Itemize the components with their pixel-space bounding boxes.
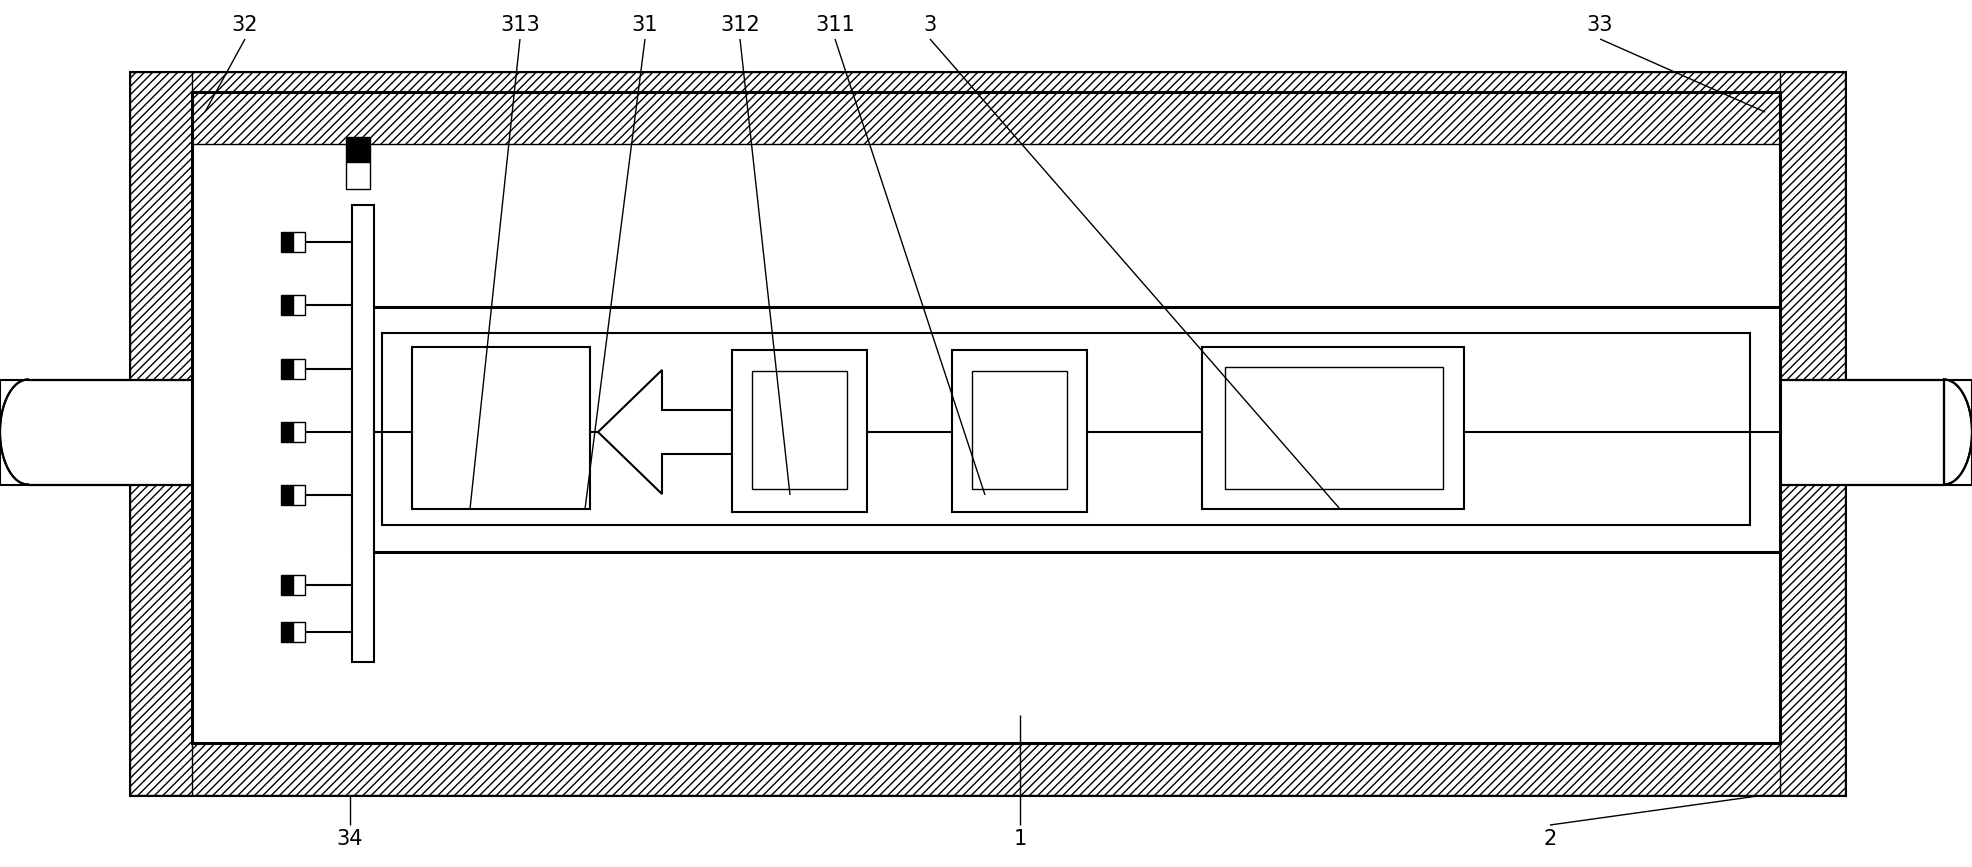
Bar	[294, 622, 306, 642]
Bar	[130, 72, 1846, 795]
Text: 34: 34	[337, 829, 363, 849]
Bar	[191, 92, 1781, 743]
Bar	[732, 350, 868, 512]
Bar	[280, 232, 294, 252]
Bar	[383, 333, 1749, 525]
Bar	[351, 307, 1781, 552]
Bar	[280, 622, 294, 642]
Bar	[280, 575, 294, 595]
Text: 3: 3	[923, 15, 937, 35]
Bar	[294, 359, 306, 379]
Bar	[751, 371, 848, 489]
Bar	[130, 72, 1846, 144]
Bar	[280, 359, 294, 379]
Text: 31: 31	[631, 15, 659, 35]
Bar	[1203, 347, 1463, 509]
Bar	[280, 485, 294, 505]
Text: 32: 32	[233, 15, 258, 35]
Bar	[0, 380, 191, 485]
Bar	[130, 72, 191, 795]
Text: 2: 2	[1544, 829, 1556, 849]
Bar	[972, 371, 1067, 489]
Bar	[280, 295, 294, 315]
Bar	[1781, 72, 1846, 795]
Bar	[1225, 367, 1444, 489]
Bar	[130, 743, 1846, 795]
Bar	[294, 422, 306, 442]
Bar	[0, 380, 191, 485]
Bar	[280, 422, 294, 442]
Text: 1: 1	[1014, 829, 1027, 849]
Bar	[345, 137, 371, 162]
Text: 311: 311	[814, 15, 856, 35]
Bar	[294, 232, 306, 252]
Bar	[294, 575, 306, 595]
Bar	[412, 347, 590, 509]
Bar	[1781, 380, 1972, 485]
Bar	[952, 350, 1087, 512]
Bar	[294, 295, 306, 315]
Text: 312: 312	[720, 15, 759, 35]
Text: 313: 313	[501, 15, 540, 35]
Bar	[294, 485, 306, 505]
Bar	[345, 162, 371, 189]
Text: 33: 33	[1587, 15, 1613, 35]
Polygon shape	[598, 370, 732, 494]
Bar	[351, 205, 375, 662]
Bar	[1781, 380, 1972, 485]
